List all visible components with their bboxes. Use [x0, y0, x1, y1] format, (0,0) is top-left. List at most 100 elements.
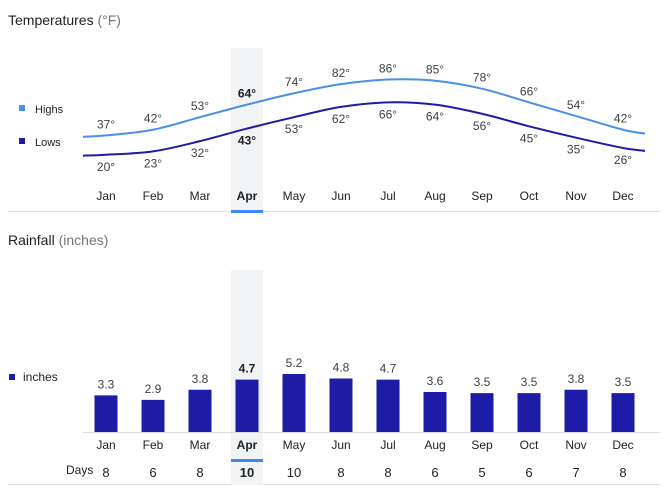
rain-month-label: Sep — [471, 438, 493, 452]
rainfall-value-label: 3.5 — [521, 375, 538, 389]
temp-month-label: Dec — [612, 189, 633, 203]
highs-line — [82, 78, 646, 138]
rain-month-label: Apr — [237, 438, 258, 452]
days-value: 5 — [478, 465, 485, 480]
temperatures-title: Temperatures (°F) — [8, 12, 121, 28]
days-value: 7 — [572, 465, 579, 480]
temp-highlight-underline — [231, 210, 263, 213]
highs-value-label: 53° — [191, 99, 209, 113]
highs-value-label: 42° — [614, 112, 632, 126]
rainfall-bar — [282, 374, 306, 433]
rain-month-label: Jan — [96, 438, 115, 452]
rainfall-value-label: 2.9 — [145, 382, 162, 396]
rainfall-bar — [188, 389, 212, 433]
rainfall-value-label: 5.2 — [286, 356, 303, 370]
rainfall-value-label: 3.8 — [568, 372, 585, 386]
days-value: 10 — [287, 465, 301, 480]
rain-month-label: Nov — [565, 438, 586, 452]
rainfall-title: Rainfall (inches) — [8, 232, 108, 248]
temp-month-label: Jul — [380, 189, 395, 203]
section-divider — [8, 211, 660, 212]
lows-value-label: 32° — [191, 146, 209, 160]
highs-value-label: 85° — [426, 63, 444, 77]
bottom-divider — [8, 484, 660, 485]
highs-value-label: 64° — [238, 87, 256, 101]
rainfall-bar — [470, 393, 494, 433]
highs-value-label: 86° — [379, 62, 397, 76]
legend-highs-label: Highs — [35, 104, 64, 116]
lows-value-label: 26° — [614, 153, 632, 167]
lows-value-label: 62° — [332, 112, 350, 126]
days-value: 8 — [384, 465, 391, 480]
temp-month-label: Sep — [471, 189, 493, 203]
highs-value-label: 54° — [567, 98, 585, 112]
rainfall-value-label: 3.6 — [427, 374, 444, 388]
highs-value-label: 42° — [144, 112, 162, 126]
rain-month-label: Oct — [520, 438, 539, 452]
temperatures-unit: (°F) — [97, 12, 121, 28]
rainfall-unit: (inches) — [58, 232, 109, 248]
rainfall-bar — [376, 379, 400, 433]
rain-highlight-band — [231, 270, 263, 485]
temp-month-label: Jan — [96, 189, 115, 203]
lows-value-label: 45° — [520, 131, 538, 145]
temperatures-title-text: Temperatures — [8, 12, 94, 28]
days-value: 6 — [149, 465, 156, 480]
highs-value-label: 82° — [332, 66, 350, 80]
days-value: 10 — [240, 465, 254, 480]
rainfall-value-label: 3.3 — [98, 377, 115, 391]
temp-month-label: Oct — [520, 189, 539, 203]
rain-month-label: Mar — [190, 438, 211, 452]
rainfall-value-label: 3.5 — [615, 375, 632, 389]
legend-inches-label: inches — [23, 370, 58, 384]
lows-value-label: 20° — [97, 160, 115, 174]
lows-value-label: 23° — [144, 156, 162, 170]
rainfall-value-label: 3.8 — [192, 372, 209, 386]
days-value: 8 — [337, 465, 344, 480]
rainfall-value-label: 4.7 — [239, 362, 256, 376]
rainfall-value-label: 4.8 — [333, 361, 350, 375]
temp-month-label: Feb — [143, 189, 164, 203]
legend-lows-swatch — [19, 138, 25, 144]
highs-value-label: 66° — [520, 84, 538, 98]
legend-inches-swatch — [9, 374, 15, 380]
rainfall-bar — [141, 399, 165, 433]
days-value: 8 — [196, 465, 203, 480]
rain-month-label: Jun — [331, 438, 350, 452]
lows-value-label: 56° — [473, 119, 491, 133]
temp-month-label: Jun — [331, 189, 350, 203]
lows-value-label: 43° — [238, 134, 256, 148]
rainfall-bar — [611, 393, 635, 433]
highs-value-label: 78° — [473, 71, 491, 85]
days-label: Days — [66, 463, 94, 477]
rainfall-bar — [329, 378, 353, 433]
rainfall-bar — [235, 379, 259, 433]
rainfall-title-text: Rainfall — [8, 232, 55, 248]
rainfall-bar — [94, 395, 118, 433]
temp-month-label: Apr — [237, 189, 258, 203]
rain-month-label: Jul — [380, 438, 395, 452]
temp-month-label: Nov — [565, 189, 586, 203]
rain-month-label: Dec — [612, 438, 633, 452]
days-value: 8 — [619, 465, 626, 480]
rainfall-value-label: 3.5 — [474, 375, 491, 389]
days-value: 8 — [102, 465, 109, 480]
lows-value-label: 66° — [379, 107, 397, 121]
legend-lows-label: Lows — [35, 137, 61, 149]
rainfall-bar — [517, 393, 541, 433]
temp-month-label: Aug — [424, 189, 445, 203]
rain-month-label: May — [283, 438, 306, 452]
lows-value-label: 35° — [567, 143, 585, 157]
days-value: 6 — [525, 465, 532, 480]
lows-value-label: 53° — [285, 122, 303, 136]
rainfall-bar — [564, 389, 588, 433]
temp-month-label: Mar — [190, 189, 211, 203]
temp-month-label: May — [283, 189, 306, 203]
highs-value-label: 74° — [285, 75, 303, 89]
rainfall-value-label: 4.7 — [380, 362, 397, 376]
days-value: 6 — [431, 465, 438, 480]
rainfall-bar — [423, 392, 447, 433]
lows-line — [82, 101, 646, 157]
rain-month-label: Aug — [424, 438, 445, 452]
